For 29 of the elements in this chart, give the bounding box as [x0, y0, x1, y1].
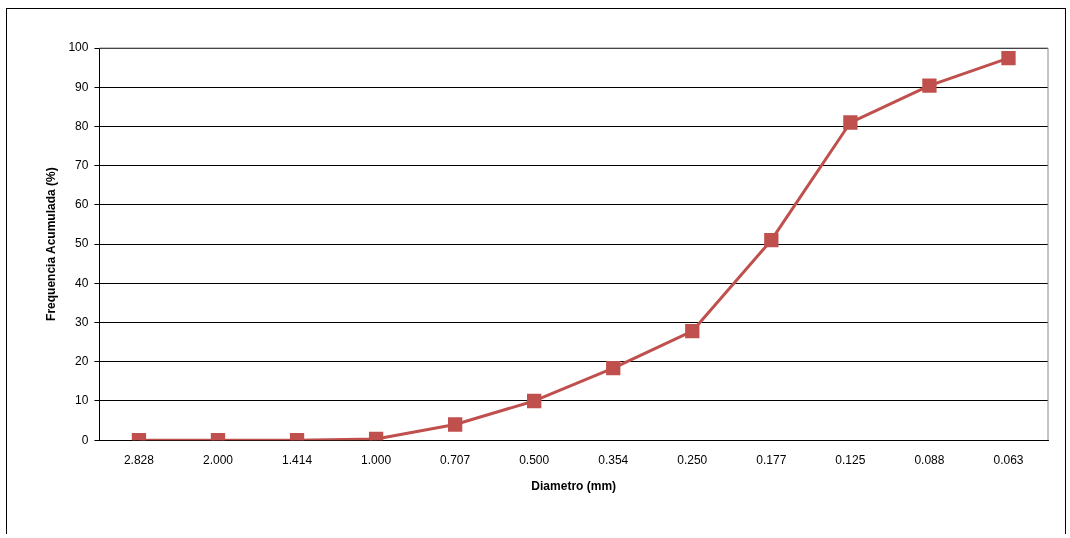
point: [1001, 51, 1016, 66]
y-tick-label: 20: [75, 354, 89, 369]
y-tick-label: 40: [75, 275, 89, 290]
x-tick-label: 0.177: [756, 452, 787, 467]
y-tick-label: 60: [75, 197, 89, 212]
x-tick-label: 2.000: [202, 452, 234, 467]
y-tick-label: 50: [75, 236, 89, 251]
point: [843, 115, 858, 130]
x-tick-label: 1.000: [361, 452, 392, 467]
y-tick-label: 70: [75, 157, 89, 172]
x-axis-title: Diametro (mm): [531, 479, 617, 494]
x-tick-label: 1.414: [282, 452, 313, 467]
x-tick-label: 0.354: [598, 452, 629, 467]
x-tick-label: 0.088: [914, 452, 945, 467]
x-tick-label: 0.063: [993, 452, 1024, 467]
x-tick-label: 0.125: [835, 452, 866, 467]
point: [764, 233, 779, 248]
y-tick-label: 30: [75, 314, 89, 329]
point: [922, 78, 937, 93]
y-tick-label: 80: [75, 118, 89, 133]
y-axis-title: Frequencia Acumulada (%): [43, 167, 58, 321]
y-tick-label: 10: [75, 393, 89, 408]
x-tick-label: 2.828: [123, 452, 155, 467]
y-tick-label: 0: [81, 432, 89, 447]
y-tick-label: 90: [75, 79, 89, 94]
x-tick-label: 0.500: [519, 452, 550, 467]
x-tick-label: 0.707: [440, 452, 471, 467]
y-tick-label: 100: [68, 40, 89, 55]
x-tick-label: 0.250: [677, 452, 708, 467]
